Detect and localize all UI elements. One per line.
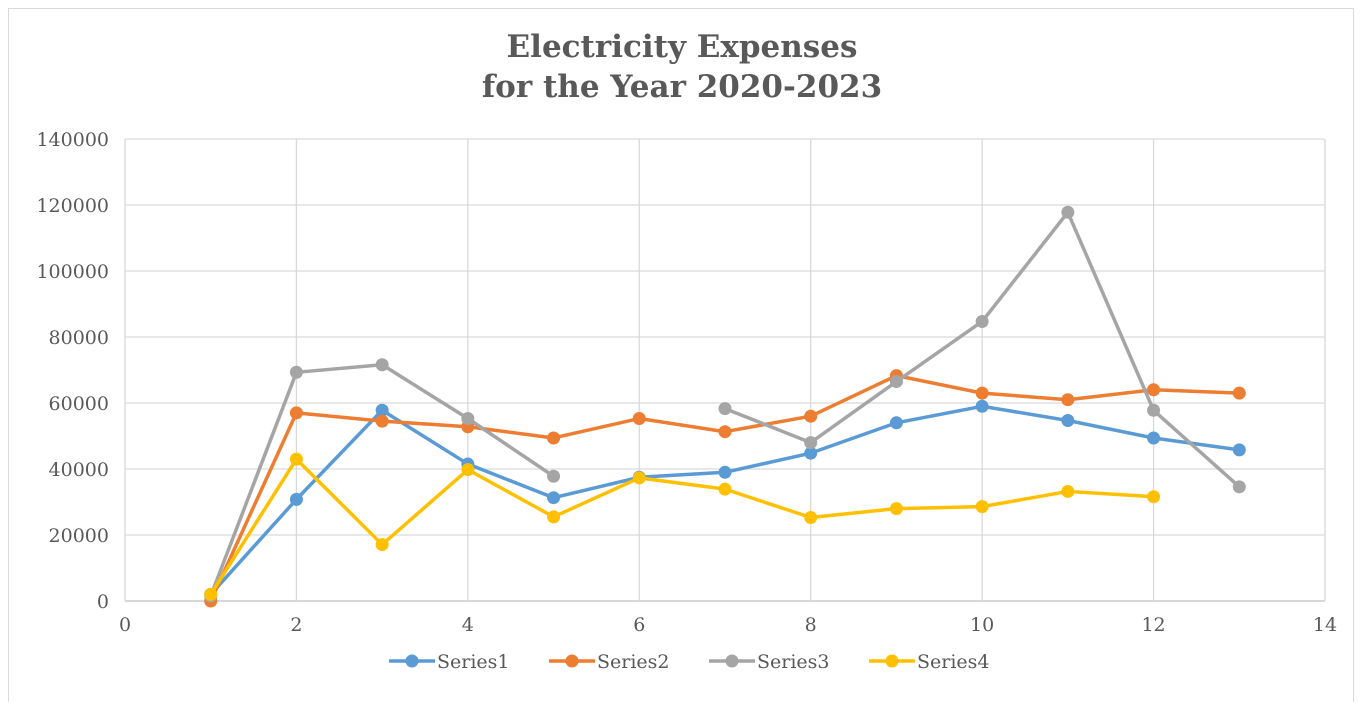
data-point xyxy=(975,399,989,413)
data-point xyxy=(975,500,989,514)
y-tick-label: 0 xyxy=(97,591,109,613)
data-point xyxy=(547,431,561,445)
data-point xyxy=(632,471,646,485)
data-point xyxy=(375,358,389,372)
data-point xyxy=(1232,386,1246,400)
data-point xyxy=(889,416,903,430)
data-point xyxy=(975,386,989,400)
y-tick-label: 20000 xyxy=(49,525,109,547)
data-point xyxy=(804,409,818,423)
legend-marker xyxy=(725,654,739,668)
y-tick-label: 100000 xyxy=(36,261,109,283)
x-tick-label: 2 xyxy=(290,614,302,636)
data-point xyxy=(804,511,818,525)
y-tick-label: 120000 xyxy=(36,195,109,217)
y-tick-label: 140000 xyxy=(36,129,109,151)
data-point xyxy=(1061,413,1075,427)
data-point xyxy=(804,446,818,460)
data-point xyxy=(289,406,303,420)
legend-label: Series3 xyxy=(757,651,830,673)
data-point xyxy=(547,469,561,483)
chart-title: Electricity Expenses for the Year 2020-2… xyxy=(482,29,882,105)
data-point xyxy=(547,491,561,505)
y-tick-label: 40000 xyxy=(49,459,109,481)
data-point xyxy=(289,492,303,506)
x-tick-label: 0 xyxy=(119,614,131,636)
data-point xyxy=(1061,393,1075,407)
data-point xyxy=(289,365,303,379)
data-point xyxy=(1147,490,1161,504)
data-point xyxy=(1232,480,1246,494)
series-2 xyxy=(204,369,1246,608)
data-point xyxy=(1061,205,1075,219)
chart-title-line-2: for the Year 2020-2023 xyxy=(482,69,882,105)
chart-frame: Electricity Expenses for the Year 2020-2… xyxy=(8,8,1354,702)
data-point xyxy=(889,502,903,516)
series-4 xyxy=(204,452,1161,601)
series-line xyxy=(209,457,1154,596)
data-point xyxy=(1232,443,1246,457)
data-point xyxy=(718,465,732,479)
data-point xyxy=(804,436,818,450)
x-tick-label: 4 xyxy=(462,614,474,636)
chart-svg: Electricity Expenses for the Year 2020-2… xyxy=(36,29,1337,673)
legend-marker xyxy=(565,654,579,668)
legend-label: Series1 xyxy=(437,651,510,673)
x-tick-label: 8 xyxy=(805,614,817,636)
data-point xyxy=(975,314,989,328)
data-point xyxy=(375,414,389,428)
legend-item: Series1 xyxy=(389,651,510,673)
x-tick-label: 10 xyxy=(970,614,994,636)
legend-item: Series3 xyxy=(709,651,830,673)
legend-label: Series4 xyxy=(917,651,990,673)
x-tick-label: 14 xyxy=(1313,614,1337,636)
data-point xyxy=(375,538,389,552)
data-point xyxy=(204,587,218,601)
axis-tick-labels: 0 20000 40000 60000 80000 100000 120000 140000 0… xyxy=(36,129,1337,636)
chart-title-line-1: Electricity Expenses xyxy=(507,29,858,65)
x-tick-label: 6 xyxy=(633,614,645,636)
y-tick-label: 80000 xyxy=(49,327,109,349)
data-point xyxy=(632,412,646,426)
data-point xyxy=(289,452,303,466)
legend-item: Series2 xyxy=(549,651,670,673)
legend: Series1 Series2 Series3 Series4 xyxy=(389,651,990,673)
series-3 xyxy=(204,205,1246,603)
data-point xyxy=(718,482,732,496)
data-point xyxy=(1147,383,1161,397)
data-point xyxy=(889,375,903,389)
series-line xyxy=(209,362,555,597)
data-point xyxy=(375,403,389,417)
data-point xyxy=(461,463,475,477)
legend-marker xyxy=(405,654,419,668)
data-point xyxy=(718,425,732,439)
data-point xyxy=(1147,431,1161,445)
x-tick-label: 12 xyxy=(1141,614,1165,636)
legend-item: Series4 xyxy=(869,651,990,673)
legend-marker xyxy=(885,654,899,668)
data-point xyxy=(1147,403,1161,417)
legend-label: Series2 xyxy=(597,651,670,673)
y-tick-label: 60000 xyxy=(49,393,109,415)
data-point xyxy=(1061,484,1075,498)
series-layer xyxy=(204,205,1246,608)
data-point xyxy=(547,510,561,524)
data-point xyxy=(718,402,732,416)
data-point xyxy=(461,412,475,426)
